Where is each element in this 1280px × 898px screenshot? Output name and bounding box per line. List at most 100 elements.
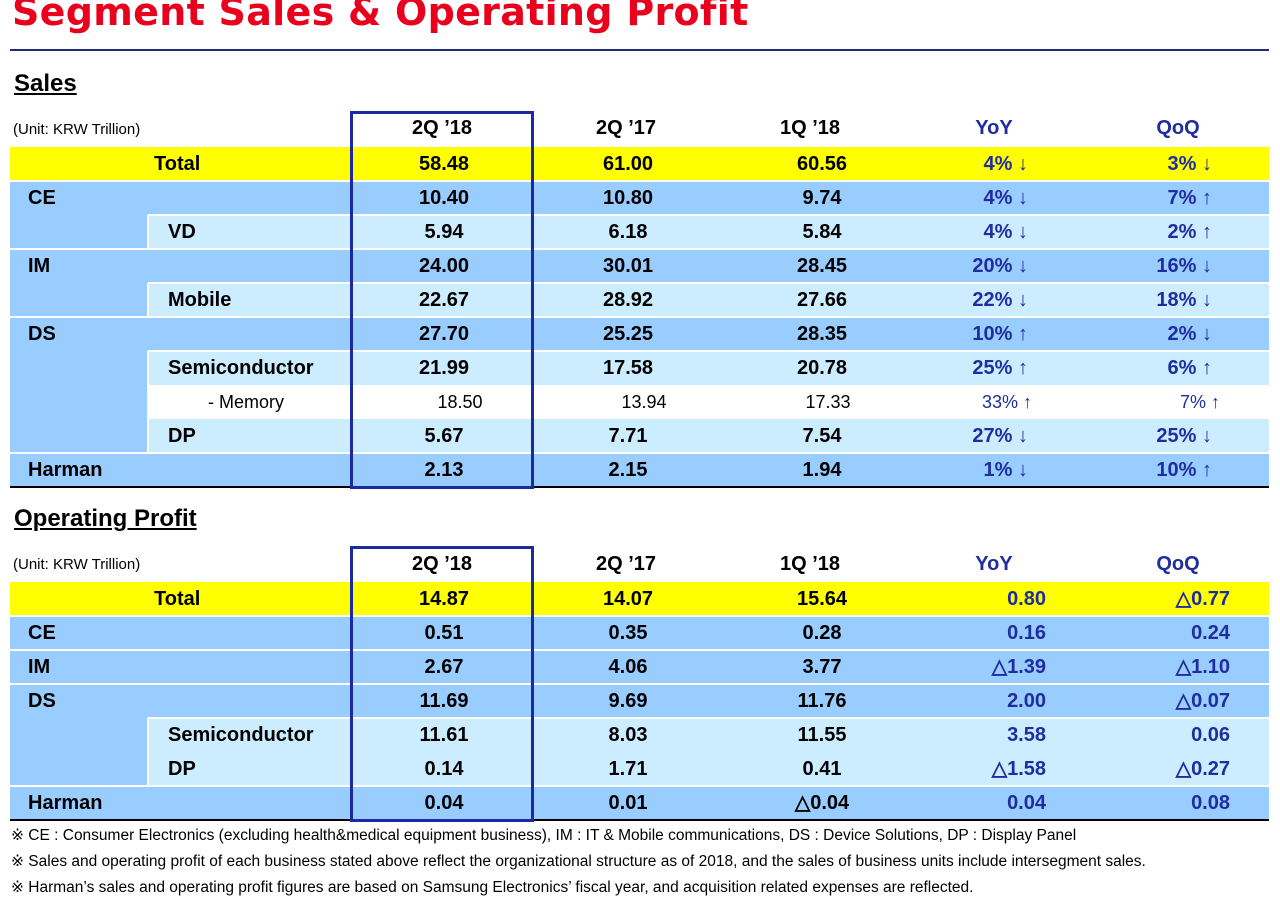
value-2q18: 2.67: [424, 656, 464, 678]
row-label: Harman: [28, 792, 103, 814]
value-2q17: 28.92: [602, 289, 654, 311]
value-1q18: 28.45: [796, 255, 848, 277]
value-yoy: 10% ↑: [972, 323, 1028, 345]
value-1q18: 20.78: [796, 357, 848, 379]
value-qoq: 25% ↓: [1156, 425, 1212, 447]
sales-unit-label: (Unit: KRW Trillion): [13, 121, 141, 138]
sales-header-yoy: YoY: [975, 117, 1013, 139]
value-yoy: △1.39: [991, 656, 1046, 678]
value-1q18: 60.56: [796, 153, 848, 175]
op-row-harman: Harman 0.04 0.01 △0.04 0.04 0.08: [10, 786, 1269, 820]
row-label: CE: [28, 622, 56, 644]
value-qoq: 10% ↑: [1156, 459, 1212, 481]
op-row-ds: DS 11.69 9.69 11.76 2.00 △0.07: [10, 684, 1269, 718]
row-label: DS: [28, 690, 56, 712]
op-row-semiconductor: Semiconductor 11.61 8.03 11.55 3.58 0.06: [10, 718, 1269, 752]
value-1q18: 5.84: [802, 221, 842, 243]
sales-header-1q18: 1Q ’18: [779, 117, 841, 139]
row-label: IM: [28, 255, 51, 277]
value-yoy: 4% ↓: [983, 221, 1028, 243]
value-yoy: 0.04: [1007, 792, 1046, 814]
value-qoq: 2% ↑: [1167, 221, 1212, 243]
value-yoy: 2.00: [1007, 690, 1046, 712]
value-2q17: 25.25: [602, 323, 654, 345]
value-qoq: △0.27: [1175, 758, 1230, 780]
row-separator: [10, 615, 1269, 617]
value-yoy: 25% ↑: [972, 357, 1028, 379]
value-yoy: 3.58: [1007, 724, 1046, 746]
row-separator: [148, 717, 1269, 719]
footnote: ※ CE : Consumer Electronics (excluding h…: [11, 827, 1077, 844]
value-2q17: 6.18: [608, 221, 648, 243]
row-label: - Memory: [208, 392, 284, 412]
value-2q17: 10.80: [602, 187, 654, 209]
title-rule: [10, 49, 1269, 51]
value-2q18: 18.50: [437, 392, 483, 412]
op-row-im: IM 2.67 4.06 3.77 △1.39 △1.10: [10, 650, 1269, 684]
sales-row-ce: CE 10.40 10.80 9.74 4% ↓ 7% ↑: [10, 181, 1269, 215]
value-qoq: △0.07: [1175, 690, 1230, 712]
page-title: Segment Sales & Operating Profit: [12, 0, 749, 34]
value-2q17: 61.00: [602, 153, 654, 175]
value-qoq: 6% ↑: [1167, 357, 1212, 379]
row-separator: [10, 785, 1269, 787]
column-separator: [147, 283, 149, 317]
value-1q18: 11.55: [797, 724, 847, 746]
row-separator: [148, 350, 1269, 352]
value-2q17: 2.15: [608, 459, 648, 481]
value-1q18: 3.77: [802, 656, 842, 678]
value-yoy: 0.16: [1007, 622, 1046, 644]
row-label: Harman: [28, 459, 103, 481]
row-label: Total: [154, 153, 201, 175]
value-1q18: 28.35: [796, 323, 848, 345]
value-qoq: 16% ↓: [1156, 255, 1212, 277]
op-header-2q18: 2Q ’18: [411, 553, 473, 575]
op-row-total: Total 14.87 14.07 15.64 0.80 △0.77: [10, 582, 1269, 616]
footnote: ※ Harman’s sales and operating profit fi…: [11, 879, 974, 896]
row-separator: [10, 180, 1269, 182]
row-separator: [10, 683, 1269, 685]
value-1q18: 7.54: [802, 425, 842, 447]
footnote: ※ Sales and operating profit of each bus…: [11, 853, 1146, 870]
row-separator: [10, 316, 1269, 318]
value-2q18: 5.94: [424, 221, 464, 243]
value-yoy: 4% ↓: [983, 153, 1028, 175]
sales-row-total: Total 58.48 61.00 60.56 4% ↓ 3% ↓: [10, 147, 1269, 181]
row-separator: [148, 282, 1269, 284]
value-2q18: 11.69: [419, 690, 469, 712]
op-section-title: Operating Profit: [14, 505, 197, 532]
sales-header-2q17: 2Q ’17: [595, 117, 657, 139]
sales-row-dp: DP 5.67 7.71 7.54 27% ↓ 25% ↓: [10, 419, 1269, 453]
column-separator: [147, 351, 149, 453]
value-2q17: 0.35: [608, 622, 648, 644]
value-1q18: 15.64: [796, 588, 848, 610]
value-2q18: 5.67: [424, 425, 464, 447]
sales-section-title: Sales: [14, 70, 77, 97]
value-1q18: 0.28: [802, 622, 842, 644]
row-label: Total: [154, 588, 201, 610]
value-2q18: 27.70: [418, 323, 470, 345]
value-2q18: 24.00: [418, 255, 470, 277]
value-qoq: 0.08: [1191, 792, 1230, 814]
sales-row-vd: VD 5.94 6.18 5.84 4% ↓ 2% ↑: [10, 215, 1269, 249]
value-1q18: 27.66: [796, 289, 848, 311]
row-separator: [148, 214, 1269, 216]
value-2q17: 1.71: [608, 758, 648, 780]
value-yoy: 20% ↓: [972, 255, 1028, 277]
value-2q17: 4.06: [608, 656, 648, 678]
value-yoy: 33% ↑: [981, 392, 1032, 412]
value-2q18: 22.67: [418, 289, 470, 311]
value-2q18: 11.61: [419, 724, 469, 746]
sales-table-bottom-rule: [10, 486, 1269, 488]
row-label: DS: [28, 323, 56, 345]
value-2q18: 0.51: [424, 622, 464, 644]
row-label: DP: [168, 758, 196, 780]
value-2q18: 0.04: [424, 792, 464, 814]
op-table-bottom-rule: [10, 819, 1269, 821]
sales-row-im: IM 24.00 30.01 28.45 20% ↓ 16% ↓: [10, 249, 1269, 283]
value-yoy: 22% ↓: [972, 289, 1028, 311]
value-2q18: 10.40: [418, 187, 470, 209]
value-qoq: 0.06: [1191, 724, 1230, 746]
value-2q17: 30.01: [602, 255, 654, 277]
value-2q18: 2.13: [424, 459, 464, 481]
